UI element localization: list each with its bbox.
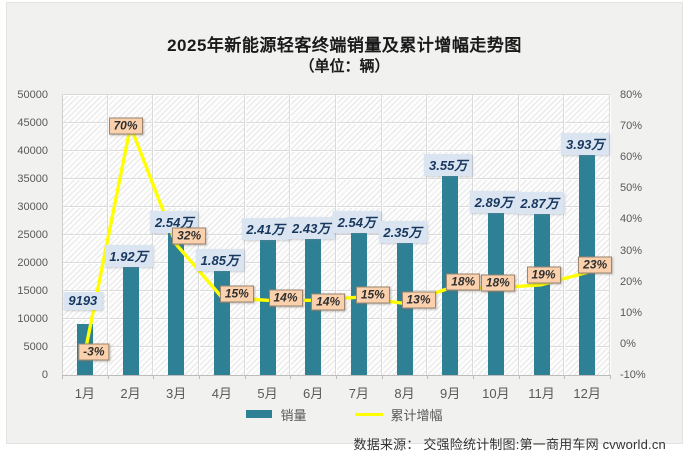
y-tick-label-right: 10% — [620, 306, 643, 319]
growth-point-label: 32% — [172, 227, 207, 245]
bar-value-label: 2.54万 — [332, 210, 381, 233]
y-tick-label-left: 15000 — [17, 285, 48, 297]
growth-point-label: 15% — [355, 286, 390, 304]
bar-2月 — [122, 267, 139, 375]
x-tick-label: 12月 — [573, 386, 601, 401]
bar-value-label: 2.35万 — [378, 221, 427, 244]
bar-series-swatch-icon — [246, 410, 273, 418]
bar-value-label: 2.41万 — [241, 218, 290, 241]
x-axis-tickmark — [62, 375, 63, 379]
x-axis-tickmark — [244, 375, 246, 379]
x-axis-tickmark — [153, 375, 155, 379]
gridline-vertical — [335, 95, 337, 375]
y-tick-label-left: 10000 — [17, 313, 48, 325]
line-series-swatch-icon — [354, 412, 383, 416]
x-tick-label: 7月 — [348, 386, 369, 401]
growth-point-label: 19% — [526, 266, 561, 284]
bar-value-label: 1.85万 — [195, 249, 244, 272]
y-tick-label-left: 50000 — [17, 89, 48, 101]
gridline-vertical — [152, 95, 155, 375]
growth-point-label: 70% — [108, 117, 143, 135]
y-tick-label-left: 0 — [41, 369, 48, 381]
bar-7月 — [350, 232, 367, 375]
y-tick-label-left: 25000 — [17, 229, 48, 241]
x-tick-label: 1月 — [74, 386, 95, 401]
y-tick-label-left: 45000 — [17, 117, 48, 129]
x-axis-tickmark — [610, 375, 611, 379]
bar-10月 — [487, 213, 504, 375]
chart-panel: 2025年新能源轻客终端销量及累计增幅走势图 （单位：辆） 50000 45000… — [6, 2, 683, 452]
x-axis-tickmark — [199, 375, 200, 379]
growth-point-label: 14% — [311, 293, 346, 311]
x-tick-label: 6月 — [303, 386, 324, 401]
legend-item-growth: 累计增幅 — [354, 405, 443, 424]
x-axis-tickmark — [564, 375, 566, 379]
y-tick-label-left: 5000 — [23, 341, 48, 353]
x-tick-label: 3月 — [166, 386, 187, 401]
bar-8月 — [396, 243, 413, 375]
y-tick-label-left: 35000 — [17, 173, 48, 185]
legend-item-sales: 销量 — [246, 405, 307, 424]
y-tick-label-right: -10% — [620, 369, 646, 381]
legend: 销量 累计增幅 — [7, 405, 682, 423]
growth-point-label: -3% — [78, 343, 110, 361]
gridline-vertical — [563, 95, 566, 375]
x-tick-label: 2月 — [120, 386, 141, 401]
plot-area — [62, 94, 611, 375]
y-tick-label-right: 80% — [620, 89, 643, 101]
source-note: 数据来源： 交强险统计制图:第一商用车网 cvworld.cn — [353, 437, 666, 452]
x-tick-label: 10月 — [482, 386, 510, 401]
bar-value-label: 2.43万 — [287, 216, 336, 239]
y-tick-label-right: 30% — [620, 244, 643, 257]
x-axis-tickmark — [518, 375, 520, 379]
x-tick-label: 9月 — [440, 386, 461, 401]
x-tick-label: 11月 — [528, 386, 555, 401]
bar-11月 — [533, 214, 550, 375]
x-tick-label: 4月 — [211, 386, 232, 401]
growth-point-label: 13% — [401, 291, 436, 309]
growth-point-label: 23% — [578, 256, 613, 274]
bar-value-label: 1.92万 — [104, 245, 153, 268]
y-tick-label-right: 40% — [620, 213, 643, 226]
gridline-vertical — [472, 95, 474, 375]
y-axis-line — [62, 95, 63, 376]
bar-3月 — [168, 232, 185, 375]
x-tick-label: 5月 — [257, 386, 278, 401]
x-axis-tickmark — [427, 375, 429, 379]
x-axis-tickmark — [290, 375, 292, 379]
growth-point-label: 18% — [480, 274, 515, 292]
legend-label-sales: 销量 — [280, 407, 307, 423]
y-tick-label-right: 20% — [620, 275, 643, 288]
y-tick-label-right: 50% — [620, 182, 643, 195]
growth-trend-line — [83, 124, 588, 354]
gridline-vertical — [517, 95, 520, 375]
bar-5月 — [259, 240, 276, 375]
gridline-vertical — [426, 95, 429, 375]
bar-value-label: 3.93万 — [561, 132, 610, 155]
chart-subtitle: （单位：辆） — [299, 58, 390, 75]
y-tick-label-left: 40000 — [17, 145, 48, 157]
growth-point-label: 15% — [219, 285, 254, 303]
x-axis-tickmark — [473, 375, 474, 379]
gridline-vertical — [609, 95, 611, 375]
x-axis-tickmark — [381, 375, 383, 379]
y-tick-label-right: 60% — [620, 151, 643, 164]
y-tick-label-right: 70% — [620, 120, 643, 133]
bar-value-label: 3.55万 — [424, 154, 473, 177]
y-tick-label-left: 20000 — [17, 257, 48, 269]
bar-value-label: 2.87万 — [515, 192, 564, 215]
y-tick-label-left: 30000 — [17, 201, 48, 213]
growth-point-label: 18% — [446, 273, 481, 291]
x-axis-tickmark — [107, 375, 109, 379]
bar-value-label: 2.89万 — [469, 191, 518, 214]
y-tick-label-right: 0% — [620, 337, 636, 350]
legend-label-growth: 累计增幅 — [390, 407, 443, 423]
x-axis-tickmark — [336, 375, 337, 379]
chart-title: 2025年新能源轻客终端销量及累计增幅走势图 — [167, 36, 522, 55]
bar-value-label: 2.54万 — [150, 210, 199, 233]
growth-point-label: 14% — [268, 289, 303, 307]
bar-value-label: 9193 — [63, 291, 103, 310]
x-tick-label: 8月 — [394, 386, 415, 401]
